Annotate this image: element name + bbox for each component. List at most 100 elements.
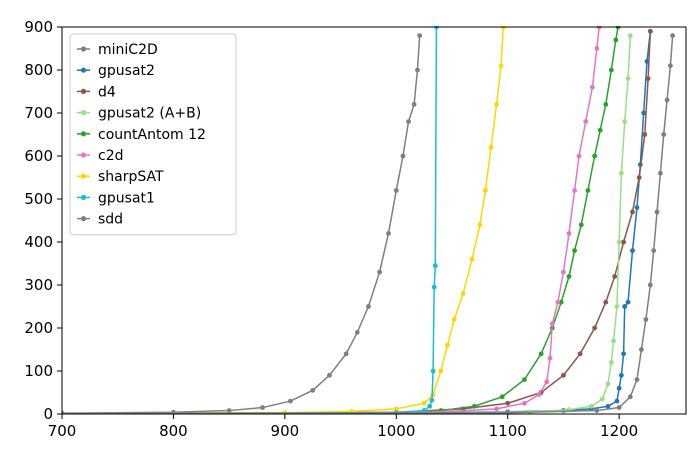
legend-item-sharpsat: sharpSAT xyxy=(77,169,164,185)
series-layer xyxy=(62,26,676,414)
x-tick-label: 900 xyxy=(271,422,300,440)
data-point-d4 xyxy=(621,239,626,245)
legend-swatch-marker xyxy=(80,88,87,94)
x-axis: 700 800 900 1000 1100 1200 xyxy=(48,414,638,440)
data-point-gpusat2-a-b xyxy=(625,76,631,81)
data-point-countantom-12 xyxy=(592,153,598,159)
data-point-gpusat2-a-b xyxy=(614,304,620,309)
data-point-countantom-12 xyxy=(578,222,584,228)
data-point-minic2d xyxy=(327,372,332,378)
x-tick-label: 1100 xyxy=(489,422,527,440)
data-point-sdd xyxy=(505,410,511,414)
legend-swatch-marker xyxy=(80,67,87,73)
y-tick-label: 500 xyxy=(24,190,53,208)
y-tick-label: 200 xyxy=(24,319,53,337)
data-point-countantom-12 xyxy=(499,394,505,400)
data-point-sdd xyxy=(661,132,667,137)
y-tick-label: 0 xyxy=(43,405,53,423)
data-point-d4 xyxy=(505,400,511,406)
data-point-c2d xyxy=(555,299,561,305)
plot-frame xyxy=(61,26,687,415)
legend-swatch-marker xyxy=(80,173,87,179)
data-point-minic2d xyxy=(386,231,391,236)
legend-label: gpusat2 (A+B) xyxy=(98,106,201,122)
data-point-gpusat2 xyxy=(634,205,640,211)
legend-label: sharpSAT xyxy=(98,169,164,185)
data-point-c2d xyxy=(549,321,555,327)
data-point-gpusat2-a-b xyxy=(618,170,624,176)
legend-swatch-marker xyxy=(80,110,87,116)
data-point-minic2d xyxy=(288,398,293,404)
legend-label: gpusat2 xyxy=(98,63,155,79)
data-point-minic2d xyxy=(260,405,265,410)
data-point-sdd xyxy=(616,405,622,410)
data-point-countantom-12 xyxy=(522,377,527,382)
legend-item-gpusat2-a-b: gpusat2 (A+B) xyxy=(77,106,201,122)
series-line-minic2d xyxy=(62,35,421,414)
y-tick-label: 900 xyxy=(24,18,53,36)
data-point-gpusat2-a-b xyxy=(600,396,605,402)
data-point-countantom-12 xyxy=(471,403,477,409)
data-point-c2d xyxy=(522,400,527,406)
data-point-sharpsat xyxy=(483,188,488,193)
legend-item-countantom-12: countAntom 12 xyxy=(77,127,206,143)
data-point-sharpsat xyxy=(477,222,483,228)
data-point-countantom-12 xyxy=(603,102,609,107)
data-point-c2d xyxy=(583,119,589,124)
data-point-gpusat2 xyxy=(641,110,647,116)
data-point-gpusat2-a-b xyxy=(608,360,614,365)
legend: miniC2D gpusat2 d4 gpusat2 (A+B) countAntom … xyxy=(69,33,237,236)
legend-swatch-marker xyxy=(80,194,87,200)
data-point-minic2d xyxy=(226,408,232,413)
legend-label: miniC2D xyxy=(98,42,158,58)
data-point-c2d xyxy=(590,84,595,90)
data-point-gpusat2 xyxy=(625,299,631,305)
data-point-minic2d xyxy=(400,153,406,159)
data-point-minic2d xyxy=(377,269,382,275)
data-point-sharpsat xyxy=(438,368,444,374)
legend-item-d4: d4 xyxy=(77,84,116,100)
data-point-gpusat2 xyxy=(630,248,635,254)
series-sdd xyxy=(62,33,676,414)
legend-box xyxy=(69,33,237,236)
data-point-gpusat2 xyxy=(614,398,620,404)
series-minic2d xyxy=(62,33,423,414)
data-point-c2d xyxy=(566,231,572,236)
data-point-sharpsat xyxy=(451,317,457,322)
data-point-sharpsat xyxy=(498,63,504,69)
y-tick-label: 300 xyxy=(24,276,53,294)
data-point-gpusat2-a-b xyxy=(616,239,622,245)
y-axis: 0 100 200 300 400 500 600 700 800 900 xyxy=(24,18,62,423)
data-point-d4 xyxy=(561,372,566,378)
data-point-sdd xyxy=(668,63,673,69)
data-point-minic2d xyxy=(417,33,423,38)
series-gpusat1 xyxy=(62,26,439,414)
legend-label: sdd xyxy=(98,212,123,228)
data-point-c2d xyxy=(544,379,550,385)
legend-swatch-marker xyxy=(80,46,87,52)
data-point-sdd xyxy=(664,97,670,103)
data-point-gpusat1 xyxy=(432,263,438,269)
data-point-gpusat2-a-b xyxy=(588,403,594,409)
x-tick-label: 1200 xyxy=(600,422,638,440)
y-tick-label: 400 xyxy=(24,233,53,251)
data-point-sdd xyxy=(647,282,653,288)
legend-label: gpusat1 xyxy=(98,190,155,206)
legend-item-gpusat1: gpusat1 xyxy=(77,190,155,206)
data-point-d4 xyxy=(630,209,635,215)
data-point-c2d xyxy=(561,269,566,275)
data-point-sdd xyxy=(657,170,663,176)
data-point-minic2d xyxy=(393,188,399,193)
data-point-countantom-12 xyxy=(608,67,614,73)
data-point-gpusat1 xyxy=(427,403,433,409)
data-point-c2d xyxy=(594,46,600,51)
legend-label: d4 xyxy=(98,84,116,100)
x-tick-label: 700 xyxy=(48,422,77,440)
data-point-countantom-12 xyxy=(585,188,591,193)
data-point-minic2d xyxy=(366,304,371,309)
data-point-gpusat2 xyxy=(621,351,626,357)
data-point-sharpsat xyxy=(494,102,499,107)
legend-label: c2d xyxy=(98,148,124,164)
